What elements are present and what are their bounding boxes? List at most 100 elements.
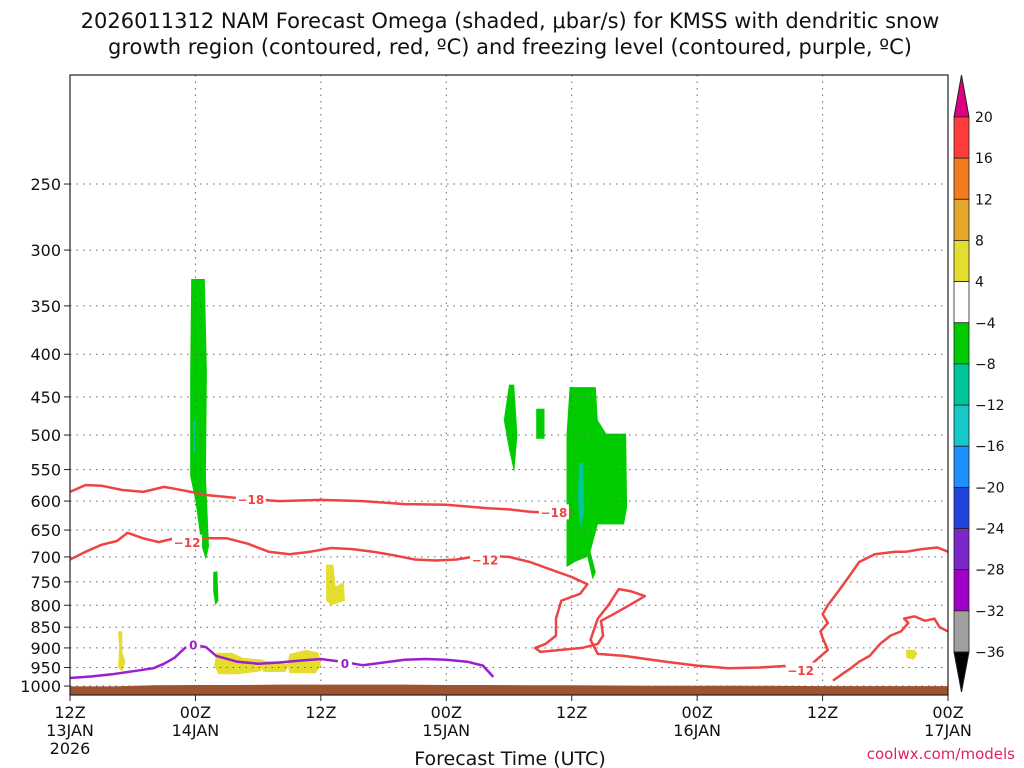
x-tick-date: 17JAN: [924, 721, 972, 740]
x-tick-label: 00Z: [681, 703, 712, 722]
contour-label-bg: [469, 551, 500, 567]
contour-label-bg: [235, 491, 266, 507]
contour-label: −12: [472, 553, 499, 567]
x-tick-label: 00Z: [180, 703, 211, 722]
colorbar-label: 20: [975, 110, 993, 126]
contour-label-bg: [538, 504, 569, 520]
colorbar-label: 4: [975, 275, 984, 291]
contour-label-bg: [785, 662, 816, 678]
colorbar-top-arrow: [953, 74, 970, 118]
y-tick-label: 250: [30, 175, 61, 194]
colorbar-segment: [953, 240, 970, 283]
chart-title-line-2: growth region (contoured, red, ºC) and f…: [108, 35, 912, 59]
y-tick-label: 850: [30, 618, 61, 637]
colorbar-segment: [953, 445, 970, 488]
colorbar-label: −12: [975, 398, 1005, 414]
x-tick-date: 15JAN: [422, 721, 470, 740]
omega-region: [536, 408, 545, 439]
x-tick-year: 2026: [50, 739, 91, 758]
contour-label: −18: [237, 493, 264, 507]
y-tick-label: 700: [30, 548, 61, 567]
y-tick-label: 650: [30, 521, 61, 540]
colorbar-label: −28: [975, 563, 1005, 579]
contour-line: [70, 483, 572, 515]
colorbar: 20 16 12 8 4 −4 −8 −12 −16 −20 −24 −28 −32 −36: [953, 74, 1005, 693]
colorbar-label: −8: [975, 357, 996, 373]
colorbar-bottom-arrow: [953, 651, 970, 693]
terrain-layer: [70, 684, 948, 695]
omega-region: [906, 649, 918, 660]
contour-label: 0: [341, 657, 349, 671]
contour-label-bg: [186, 637, 201, 653]
omega-region: [578, 462, 585, 528]
colorbar-segment: [953, 569, 970, 612]
contour-label-bg: [172, 534, 203, 550]
y-tick-label: 350: [30, 297, 61, 316]
omega-shading: [118, 279, 918, 675]
colorbar-segment: [953, 157, 970, 200]
x-axis-label: Forecast Time (UTC): [414, 748, 605, 768]
y-tick-label: 1000: [20, 677, 61, 696]
colorbar-segment: [953, 486, 970, 529]
x-tick-label: 12Z: [807, 703, 838, 722]
plot-frame: [69, 74, 949, 696]
colorbar-label: −16: [975, 439, 1005, 455]
omega-region: [566, 387, 628, 580]
credit-text: coolwx.com/models: [867, 745, 1015, 763]
x-tick-date: 14JAN: [172, 721, 220, 740]
colorbar-segment: [953, 322, 970, 365]
colorbar-label: 8: [975, 233, 984, 249]
colorbar-label: −36: [975, 645, 1005, 661]
y-tick-label: 950: [30, 658, 61, 677]
omega-region: [118, 631, 126, 672]
omega-region: [503, 384, 518, 473]
omega-region: [287, 649, 321, 674]
y-tick-label: 450: [30, 388, 61, 407]
terrain-fill: [70, 684, 948, 695]
x-tick-label: 12Z: [54, 703, 85, 722]
colorbar-label: 16: [975, 151, 993, 167]
x-tick-date: 13JAN: [46, 721, 94, 740]
x-tick-date: 16JAN: [673, 721, 721, 740]
y-tick-label: 550: [30, 461, 61, 480]
colorbar-label: −20: [975, 480, 1005, 496]
y-tick-label: 600: [30, 492, 61, 511]
colorbar-segment: [953, 610, 970, 653]
colorbar-label: −4: [975, 316, 996, 332]
x-tick-label: 12Z: [556, 703, 587, 722]
contour-line: [70, 531, 948, 670]
colorbar-label: −24: [975, 522, 1005, 538]
y-tick-label: 900: [30, 639, 61, 658]
contour-line: [70, 643, 495, 680]
y-tick-label: 800: [30, 596, 61, 615]
omega-region: [326, 564, 345, 606]
x-tick-label: 00Z: [932, 703, 963, 722]
contour-label: −12: [174, 536, 201, 550]
contour-line: [832, 615, 948, 682]
y-axis: 250 300 350 400 450 500 550 600 650 700 750 800 850 9…: [20, 175, 70, 696]
colorbar-segment: [953, 404, 970, 447]
colorbar-segment: [953, 116, 970, 159]
contour-label: 0: [189, 639, 197, 653]
omega-region: [213, 571, 219, 606]
y-tick-label: 500: [30, 426, 61, 445]
y-tick-label: 750: [30, 573, 61, 592]
y-tick-label: 400: [30, 345, 61, 364]
colorbar-segment: [953, 281, 970, 324]
y-tick-label: 300: [30, 241, 61, 260]
colorbar-segment: [953, 528, 970, 571]
contour-label: −18: [541, 506, 568, 520]
contour-label-bg: [337, 655, 352, 671]
colorbar-segment: [953, 363, 970, 406]
omega-region: [193, 420, 196, 453]
x-tick-label: 00Z: [431, 703, 462, 722]
x-tick-label: 12Z: [305, 703, 336, 722]
colorbar-label: 12: [975, 192, 993, 208]
omega-region: [190, 279, 209, 560]
contour-layer: −18 −18 −12 −12 −12 0 0: [70, 483, 948, 682]
contour-label: −12: [787, 664, 814, 678]
colorbar-segment: [953, 198, 970, 241]
chart-title-line-1: 2026011312 NAM Forecast Omega (shaded, μ…: [81, 9, 940, 33]
